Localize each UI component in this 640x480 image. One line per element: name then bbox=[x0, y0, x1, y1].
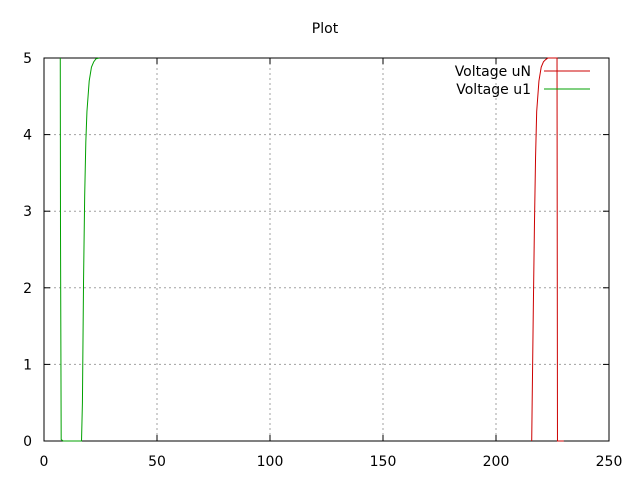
legend-label: Voltage uN bbox=[455, 64, 531, 80]
legend: Voltage uN Voltage u1 bbox=[455, 64, 590, 98]
y-tick-label: 2 bbox=[23, 281, 32, 297]
x-tick-label: 100 bbox=[257, 454, 284, 470]
x-tick-label: 250 bbox=[596, 454, 623, 470]
x-tick-label: 0 bbox=[40, 454, 49, 470]
axis-ticks: 0 50 100 150 200 250 0 1 2 3 4 5 bbox=[23, 51, 622, 470]
grid-lines bbox=[44, 58, 609, 441]
series-line-voltage-u1 bbox=[59, 57, 100, 442]
y-tick-label: 5 bbox=[23, 51, 32, 67]
plot-frame bbox=[43, 57, 610, 442]
y-tick-label: 1 bbox=[23, 357, 32, 373]
series-layer bbox=[59, 57, 564, 442]
y-tick-label: 3 bbox=[23, 204, 32, 220]
y-tick-label: 0 bbox=[23, 434, 32, 450]
chart-title: Plot bbox=[312, 21, 339, 37]
legend-label: Voltage u1 bbox=[456, 82, 531, 98]
x-tick-label: 150 bbox=[370, 454, 397, 470]
x-tick-label: 50 bbox=[148, 454, 166, 470]
series-line-voltage-un bbox=[531, 57, 564, 442]
x-tick-label: 200 bbox=[483, 454, 510, 470]
y-tick-label: 4 bbox=[23, 128, 32, 144]
